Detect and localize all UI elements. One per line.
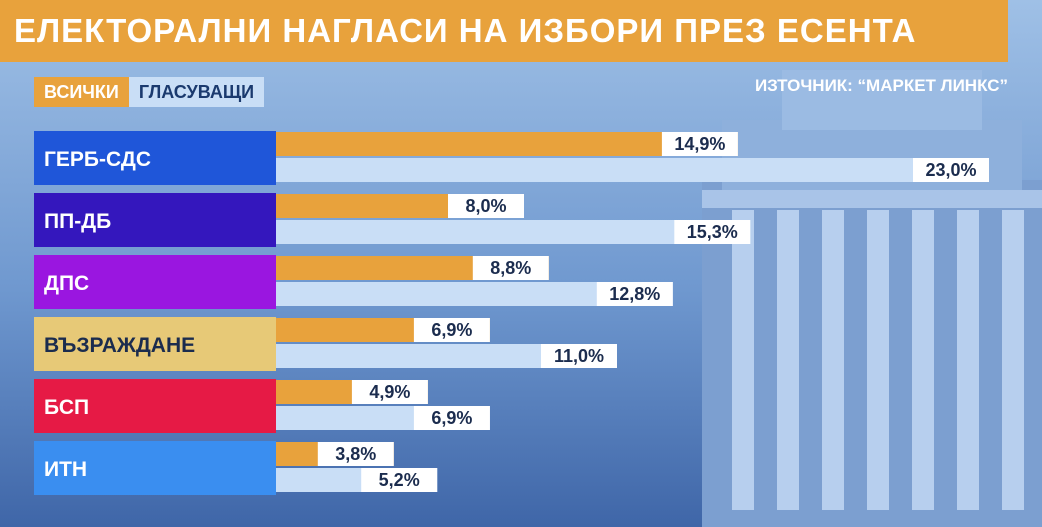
legend-item-all: ВСИЧКИ bbox=[34, 77, 129, 107]
category-label-box bbox=[34, 193, 276, 247]
value-label-box bbox=[596, 282, 673, 306]
bar-all bbox=[276, 132, 738, 156]
value-label-box bbox=[448, 194, 524, 218]
value-label-box bbox=[413, 406, 490, 430]
value-label-box bbox=[472, 256, 549, 280]
legend-item-voters: ГЛАСУВАЩИ bbox=[128, 77, 265, 107]
bar-voters bbox=[276, 220, 751, 244]
value-label-box bbox=[661, 132, 738, 156]
value-label: 3,8% bbox=[335, 444, 376, 464]
value-label-box bbox=[351, 380, 428, 404]
value-label: 23,0% bbox=[925, 160, 976, 180]
value-label-box bbox=[317, 442, 394, 466]
chart-title: ЕЛЕКТОРАЛНИ НАГЛАСИ НА ИЗБОРИ ПРЕЗ ЕСЕНТ… bbox=[14, 12, 917, 49]
value-label-box bbox=[913, 158, 989, 182]
category-label-box bbox=[34, 255, 276, 309]
value-label-box bbox=[413, 318, 490, 342]
parliament-building-image bbox=[702, 70, 1042, 527]
title-bar: ЕЛЕКТОРАЛНИ НАГЛАСИ НА ИЗБОРИ ПРЕЗ ЕСЕНТ… bbox=[0, 0, 1008, 62]
value-label-box bbox=[541, 344, 617, 368]
legend: ВСИЧКИ ГЛАСУВАЩИ bbox=[34, 77, 265, 107]
category-label: ГЕРБ-СДС bbox=[44, 148, 151, 171]
value-label: 15,3% bbox=[687, 222, 738, 242]
category-label-box bbox=[34, 379, 276, 433]
category-label-box bbox=[34, 441, 276, 495]
category-label: ВЪЗРАЖДАНЕ bbox=[44, 334, 195, 357]
value-label: 6,9% bbox=[431, 408, 472, 428]
value-label: 6,9% bbox=[431, 320, 472, 340]
value-label: 12,8% bbox=[609, 284, 660, 304]
value-label: 8,0% bbox=[465, 196, 506, 216]
category-label-box bbox=[34, 131, 276, 185]
category-label-box bbox=[34, 317, 276, 371]
value-label: 5,2% bbox=[379, 470, 420, 490]
value-label-box bbox=[361, 468, 438, 492]
source-note: ИЗТОЧНИК: “МАРКЕТ ЛИНКС” bbox=[754, 76, 1008, 95]
value-label-box bbox=[674, 220, 751, 244]
category-label: ИТН bbox=[44, 458, 87, 481]
category-label: БСП bbox=[44, 396, 89, 419]
value-label: 11,0% bbox=[554, 346, 604, 366]
value-label: 4,9% bbox=[369, 382, 410, 402]
bar-voters bbox=[276, 158, 989, 182]
category-label: ПП-ДБ bbox=[44, 210, 111, 233]
value-label: 8,8% bbox=[490, 258, 531, 278]
value-label: 14,9% bbox=[674, 134, 725, 154]
category-label: ДПС bbox=[44, 272, 89, 295]
